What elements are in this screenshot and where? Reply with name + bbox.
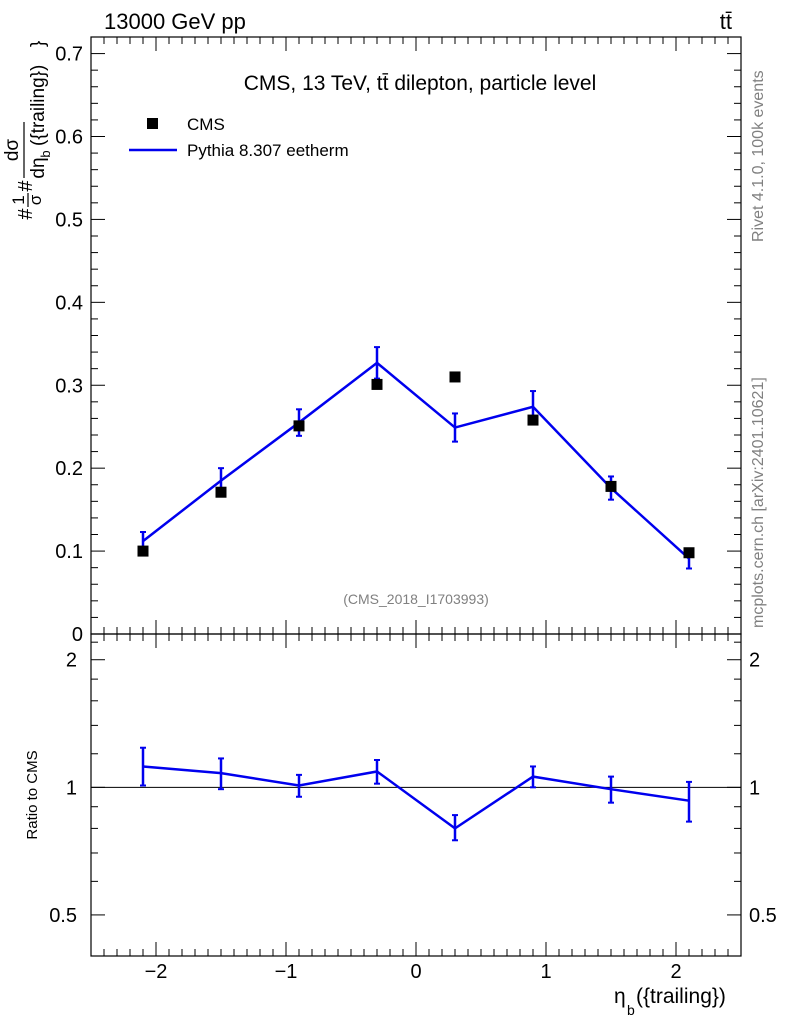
cms-data-point [683, 547, 695, 559]
svg-text:#: # [15, 208, 37, 220]
svg-text:b: b [38, 150, 53, 157]
ratio-y-tick-label: 2 [749, 650, 760, 672]
cms-data-point [449, 371, 461, 383]
legend-label-pythia: Pythia 8.307 eetherm [187, 141, 349, 160]
cms-data-point [371, 378, 383, 390]
y-tick-label: 0.1 [55, 541, 83, 563]
svg-text:dσ: dσ [2, 139, 23, 162]
legend: CMS Pythia 8.307 eetherm [129, 115, 349, 160]
ratio-y-tick-label: 2 [66, 650, 77, 672]
x-tick-label: −2 [145, 961, 168, 983]
main-plot-panel: 0 0.1 0.2 0.3 0.4 0.5 0.6 0.7 CMS, 13 TeV, tt̄ … [2, 36, 742, 646]
y-tick-label: 0.3 [55, 375, 83, 397]
svg-text:({trailing}): ({trailing}) [28, 65, 49, 146]
main-y-axis-label: # 1 σ # dσ dη b ({trailing}) } [2, 41, 53, 220]
x-tick-label: 1 [540, 961, 551, 983]
svg-text:σ: σ [26, 194, 45, 205]
y-tick-label: 0.5 [55, 209, 83, 231]
ratio-y-tick-label: 1 [66, 777, 77, 799]
x-tick-label: 0 [410, 961, 421, 983]
svg-text:η: η [614, 985, 626, 1008]
x-axis-label: η b ({trailing}) [614, 985, 726, 1018]
header-process-label: tt̄ [720, 9, 732, 34]
analysis-id-label: (CMS_2018_I1703993) [343, 591, 489, 607]
legend-marker-cms [147, 118, 158, 129]
y-tick-label: 0.6 [55, 127, 83, 149]
cms-data-point [293, 420, 305, 432]
ratio-y-tick-label: 0.5 [749, 905, 777, 927]
cms-data-point [215, 486, 227, 498]
ratio-plot-panel: 0.5 0.5 1 1 2 2 −2 −1 0 1 2 Ratio to CMS [24, 633, 777, 983]
legend-label-cms: CMS [187, 115, 225, 134]
y-tick-label: 0.2 [55, 458, 83, 480]
ratio-line [142, 765, 690, 830]
y-tick-label: 0.4 [55, 292, 83, 314]
plot-title: CMS, 13 TeV, tt̄ dilepton, particle leve… [244, 72, 597, 95]
svg-text:1: 1 [9, 195, 28, 204]
cms-data-point [137, 545, 149, 557]
y-tick-label: 0.7 [55, 44, 83, 66]
ratio-y-tick-label: 1 [749, 777, 760, 799]
rivet-version-label: Rivet 4.1.0, 100k events [750, 70, 767, 242]
header-beam-label: 13000 GeV pp [104, 9, 246, 34]
x-tick-label: 2 [670, 961, 681, 983]
x-tick-label: −1 [275, 961, 298, 983]
y-tick-label: 0 [72, 624, 83, 646]
svg-text:({trailing}): ({trailing}) [636, 985, 726, 1008]
svg-text:#: # [15, 180, 37, 192]
cms-data-point [605, 480, 617, 492]
svg-text:dη: dη [28, 157, 49, 178]
mcplots-label: mcplots.cern.ch [arXiv:2401.10621] [750, 377, 767, 628]
ratio-y-tick-label: 0.5 [49, 905, 77, 927]
svg-text:b: b [627, 1002, 635, 1018]
mc-line [142, 361, 690, 560]
ratio-y-axis-label: Ratio to CMS [24, 750, 41, 839]
svg-text:}: } [28, 41, 49, 47]
cms-data-point [527, 414, 539, 426]
